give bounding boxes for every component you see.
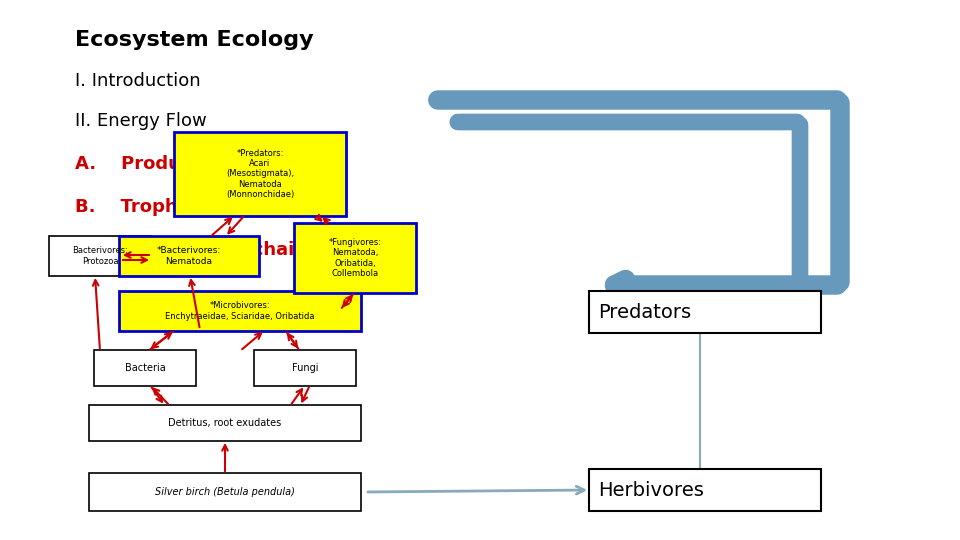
FancyBboxPatch shape [94, 350, 196, 386]
FancyBboxPatch shape [119, 236, 259, 276]
Text: Predators: Predators [598, 302, 691, 321]
FancyBboxPatch shape [119, 291, 361, 331]
Text: Ecosystem Ecology: Ecosystem Ecology [75, 30, 314, 50]
Text: *Fungivores:
Nematoda,
Oribatida,
Collembola: *Fungivores: Nematoda, Oribatida, Collem… [328, 238, 381, 278]
FancyBboxPatch shape [89, 473, 361, 511]
Text: C.    Detrital Foodchains: C. Detrital Foodchains [75, 241, 318, 259]
FancyBboxPatch shape [254, 350, 356, 386]
FancyBboxPatch shape [49, 236, 151, 276]
Text: B.    Trophic Pyramids: B. Trophic Pyramids [75, 198, 295, 216]
Text: *Bacterivores:
Nematoda: *Bacterivores: Nematoda [156, 246, 221, 266]
Text: Bacteria: Bacteria [125, 363, 165, 373]
FancyBboxPatch shape [589, 291, 821, 333]
Text: Detritus, root exudates: Detritus, root exudates [168, 418, 281, 428]
Text: Fungi: Fungi [292, 363, 319, 373]
Text: I. Introduction: I. Introduction [75, 72, 201, 90]
FancyBboxPatch shape [294, 223, 416, 293]
Text: A.    Productivity: A. Productivity [75, 155, 245, 173]
Text: *Predators:
Acari
(Mesostigmata),
Nematoda
(Monnonchidae): *Predators: Acari (Mesostigmata), Nemato… [226, 148, 294, 199]
Text: Herbivores: Herbivores [598, 481, 704, 500]
Text: Silver birch (Betula pendula): Silver birch (Betula pendula) [156, 487, 295, 497]
Text: Bacterivores:
Protozoa: Bacterivores: Protozoa [72, 246, 128, 266]
Text: II. Energy Flow: II. Energy Flow [75, 112, 206, 130]
FancyBboxPatch shape [89, 405, 361, 441]
FancyBboxPatch shape [589, 469, 821, 511]
Text: *Microbivores:
Enchytraeidae, Sciaridae, Oribatida: *Microbivores: Enchytraeidae, Sciaridae,… [165, 301, 315, 321]
FancyBboxPatch shape [174, 132, 346, 216]
